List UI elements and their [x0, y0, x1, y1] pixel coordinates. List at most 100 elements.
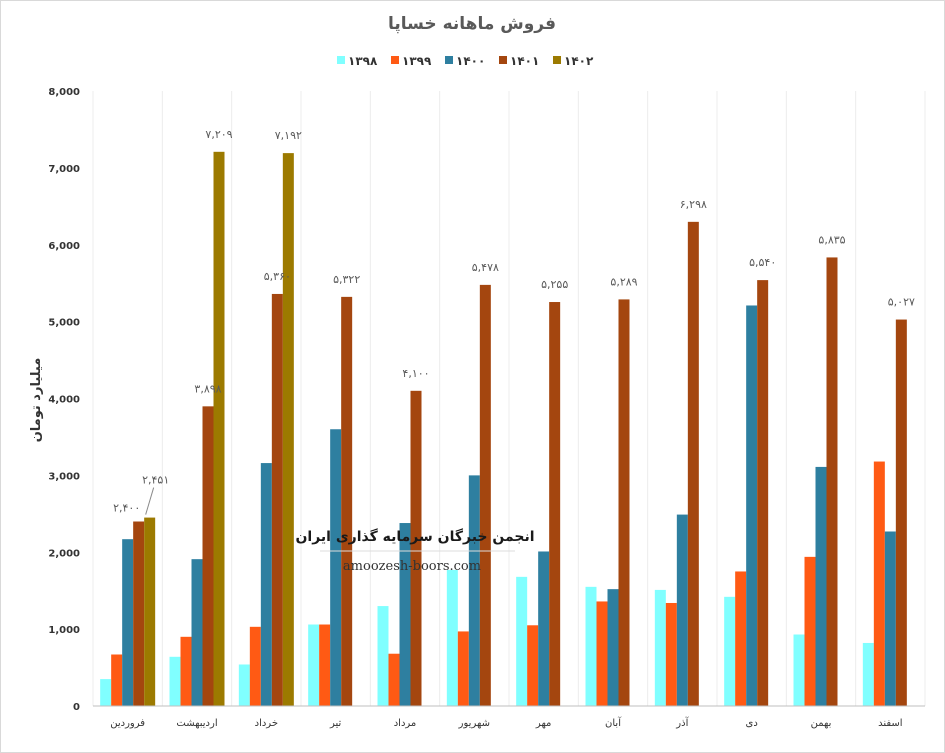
y-tick-label: 5,000 — [48, 318, 80, 329]
y-tick-label: 2,000 — [48, 548, 80, 559]
bar — [654, 589, 666, 706]
bar — [538, 551, 550, 706]
bar — [191, 559, 203, 706]
data-label: ۶,۲۹۸ — [680, 198, 707, 211]
bar — [308, 624, 320, 706]
y-tick-label: 1,000 — [48, 625, 80, 636]
x-tick-label: اردیبهشت — [176, 718, 217, 729]
bar — [202, 406, 214, 706]
legend-label-0: ۱۳۹۸ — [348, 54, 378, 68]
data-label: ۵,۴۷۸ — [472, 261, 499, 274]
y-axis-title: میلیارد تومان — [29, 358, 44, 443]
bar — [724, 596, 736, 706]
bar — [815, 466, 827, 706]
chart-title: فروش ماهانه خساپا — [388, 14, 556, 34]
legend-label-3: ۱۴۰۱ — [510, 54, 539, 68]
bar — [260, 463, 272, 706]
data-label: ۵,۲۵۵ — [541, 278, 568, 291]
gridlines — [92, 91, 926, 706]
watermark-title: انجمن خبرگان سرمایه گذاری ایران — [295, 528, 534, 545]
data-label: ۴,۱۰۰ — [402, 367, 429, 380]
bar — [169, 656, 181, 706]
bar — [144, 517, 156, 706]
leader-line — [145, 487, 155, 515]
bar — [330, 429, 342, 706]
bar — [249, 626, 261, 706]
data-label: ۲,۴۵۱ — [142, 474, 169, 487]
legend-label-4: ۱۴۰۲ — [564, 54, 594, 68]
bar — [457, 631, 469, 706]
bar — [468, 475, 480, 706]
bar — [180, 636, 192, 706]
legend-swatch-1 — [391, 56, 399, 64]
watermark-url: amoozesh-boors.com — [343, 559, 481, 574]
bar — [446, 569, 458, 706]
watermark: انجمن خبرگان سرمایه گذاری ایران amoozesh… — [295, 528, 534, 574]
y-tick-label: 3,000 — [48, 471, 80, 482]
bar — [549, 302, 561, 706]
y-tick-label: 8,000 — [48, 87, 80, 98]
bar — [862, 642, 874, 706]
bar — [826, 257, 838, 706]
data-label: ۵,۲۸۹ — [610, 275, 637, 288]
bar — [895, 319, 907, 706]
data-label: ۷,۱۹۲ — [275, 129, 302, 142]
x-tick-label: دی — [746, 718, 758, 729]
x-tick-label: آذر — [675, 716, 689, 729]
x-tick-label: فروردین — [110, 718, 145, 729]
x-tick-label: مرداد — [394, 718, 417, 729]
bar — [585, 586, 597, 706]
data-label: ۵,۰۲۷ — [888, 296, 915, 309]
bar — [133, 521, 145, 706]
x-tick-label: مهر — [535, 718, 551, 729]
bar — [665, 602, 677, 706]
x-tick-label: تیر — [329, 718, 342, 729]
data-label: ۳,۸۹۸ — [194, 382, 221, 395]
legend-swatch-3 — [499, 56, 507, 64]
x-tick-label: بهمن — [811, 718, 832, 729]
data-labels: ۲,۴۰۰ ۲,۴۵۱ ۳,۸۹۸ ۷,۲۰۹ ۵,۳۶۰ ۷,۱۹۲ ۵,۳۲۲ ۴,۱۰۰… — [113, 128, 915, 515]
bars — [100, 151, 907, 707]
y-axis: 0 1,000 2,000 3,000 4,000 5,000 6,000 7,000 8,00… — [48, 87, 80, 713]
bar — [793, 634, 805, 706]
legend-label-2: ۱۴۰۰ — [456, 54, 485, 68]
legend-label-1: ۱۳۹۹ — [402, 54, 432, 68]
bar — [516, 576, 528, 706]
bar — [607, 589, 619, 706]
bar — [676, 514, 688, 706]
data-label: ۷,۲۰۹ — [205, 128, 232, 141]
bar — [238, 664, 250, 706]
data-label: ۵,۳۶۰ — [264, 270, 291, 283]
bar — [757, 280, 769, 706]
bar — [479, 284, 491, 706]
bar — [618, 299, 630, 706]
data-label: ۵,۳۲۲ — [333, 273, 360, 286]
legend-swatch-0 — [337, 56, 345, 64]
x-tick-label: شهریور — [458, 718, 490, 729]
bar — [746, 305, 758, 706]
x-tick-label: اسفند — [878, 718, 902, 729]
bar — [884, 531, 896, 706]
bar — [873, 461, 885, 706]
bar — [527, 625, 539, 706]
bar — [341, 296, 353, 706]
bar — [735, 571, 747, 706]
legend: ۱۳۹۸ ۱۳۹۹ ۱۴۰۰ ۱۴۰۱ ۱۴۰۲ — [337, 54, 594, 68]
y-tick-label: 7,000 — [48, 164, 80, 175]
bar — [687, 221, 699, 706]
y-tick-label: 4,000 — [48, 395, 80, 406]
x-tick-label: خرداد — [255, 718, 278, 729]
bar — [399, 523, 411, 706]
x-tick-label: آبان — [605, 716, 622, 729]
bar — [377, 606, 389, 706]
x-axis: فروردین اردیبهشت خرداد تیر مرداد شهریور مهر آبا… — [93, 705, 925, 729]
bar — [111, 654, 123, 706]
bar — [100, 679, 112, 706]
y-tick-label: 6,000 — [48, 241, 80, 252]
data-label: ۵,۸۳۵ — [818, 233, 845, 246]
data-label: ۲,۴۰۰ — [113, 502, 140, 515]
bar — [804, 556, 816, 706]
bar — [271, 293, 283, 706]
legend-swatch-2 — [445, 56, 453, 64]
